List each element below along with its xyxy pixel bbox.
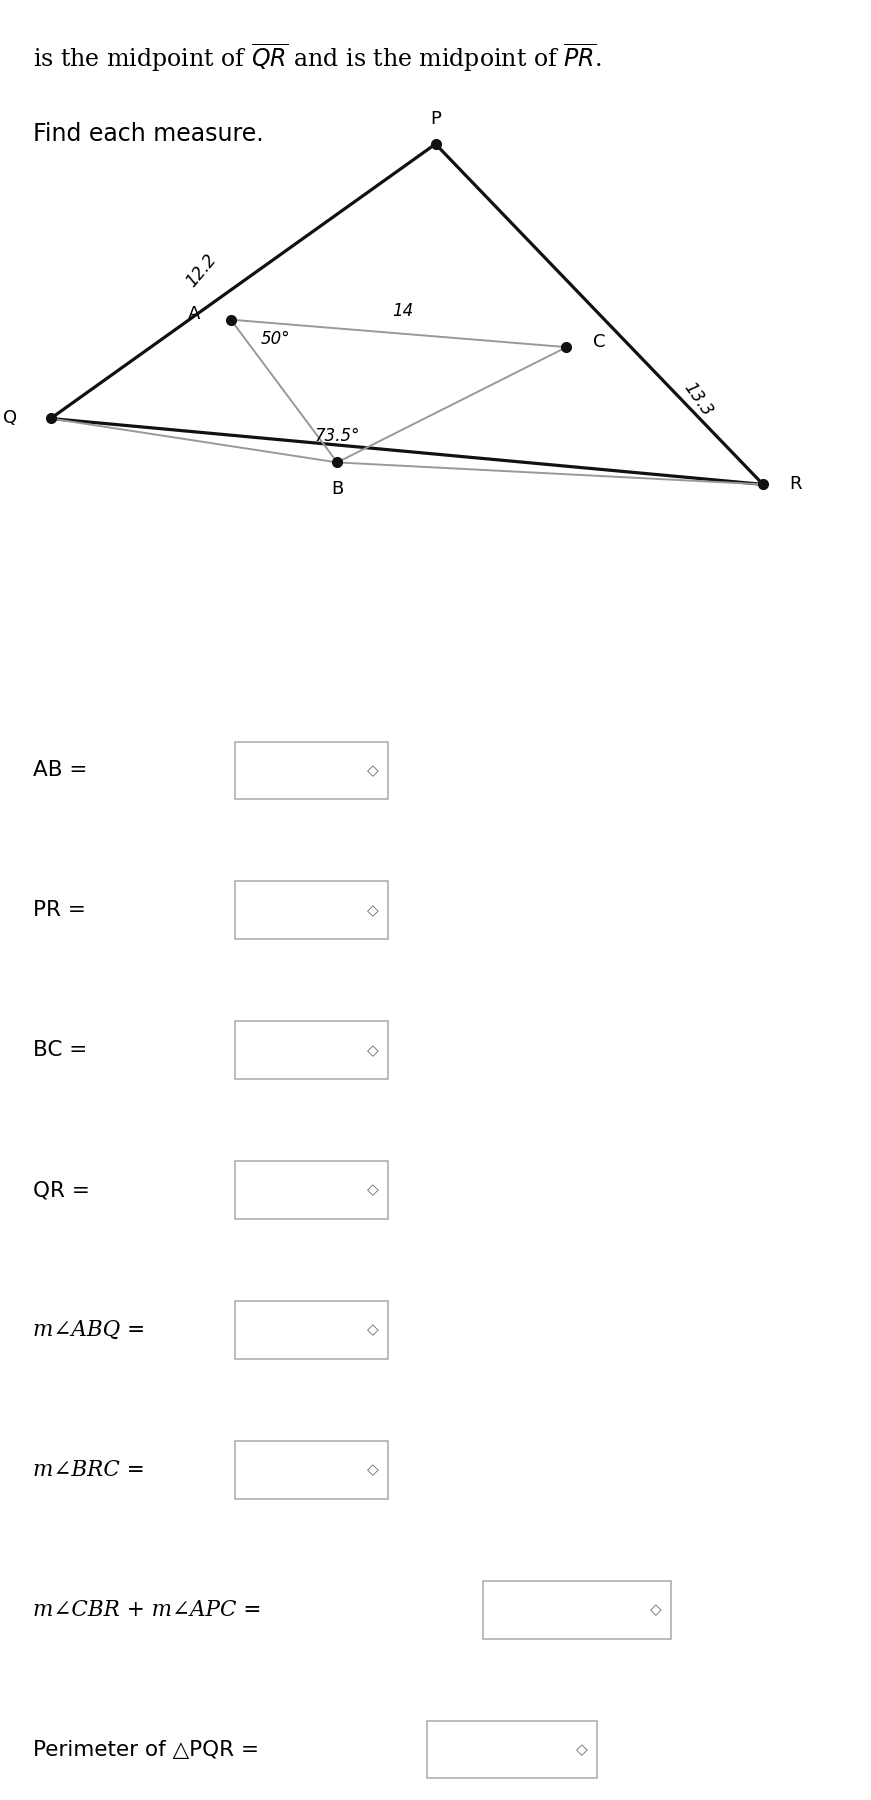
Text: R: R (789, 475, 802, 493)
Text: 73.5°: 73.5° (314, 427, 360, 445)
FancyBboxPatch shape (235, 1161, 388, 1219)
Text: P: P (430, 110, 441, 128)
Text: QR =: QR = (33, 1181, 90, 1201)
FancyBboxPatch shape (235, 742, 388, 799)
Text: 50°: 50° (261, 329, 291, 347)
Text: ◇: ◇ (367, 1183, 379, 1197)
Text: Perimeter of △PQR =: Perimeter of △PQR = (33, 1739, 259, 1760)
Text: 13.3: 13.3 (679, 380, 715, 419)
Text: 14: 14 (392, 302, 414, 320)
FancyBboxPatch shape (235, 882, 388, 940)
Text: B: B (331, 481, 343, 499)
Text: ◇: ◇ (367, 1042, 379, 1058)
Text: ◇: ◇ (367, 904, 379, 918)
FancyBboxPatch shape (235, 1021, 388, 1078)
Text: ◇: ◇ (367, 1323, 379, 1337)
Text: ◇: ◇ (367, 763, 379, 778)
Text: 12.2: 12.2 (183, 250, 220, 290)
Text: PR =: PR = (33, 900, 86, 920)
Text: ◇: ◇ (367, 1462, 379, 1478)
Text: AB =: AB = (33, 760, 87, 781)
FancyBboxPatch shape (427, 1721, 597, 1778)
Text: Find each measure.: Find each measure. (33, 122, 264, 146)
FancyBboxPatch shape (235, 1301, 388, 1359)
Text: A: A (188, 306, 200, 324)
Text: Q: Q (3, 409, 17, 427)
FancyBboxPatch shape (235, 1442, 388, 1499)
Text: C: C (593, 333, 605, 351)
Text: BC =: BC = (33, 1040, 87, 1060)
Text: ◇: ◇ (576, 1742, 588, 1757)
Text: m∠CBR + m∠APC =: m∠CBR + m∠APC = (33, 1598, 261, 1620)
Text: is the midpoint of $\overline{QR}$ and is the midpoint of $\overline{PR}$.: is the midpoint of $\overline{QR}$ and i… (33, 41, 602, 74)
Text: m∠BRC =: m∠BRC = (33, 1458, 145, 1481)
Text: ◇: ◇ (650, 1602, 662, 1616)
Text: m∠ABQ =: m∠ABQ = (33, 1319, 145, 1341)
FancyBboxPatch shape (483, 1580, 671, 1638)
